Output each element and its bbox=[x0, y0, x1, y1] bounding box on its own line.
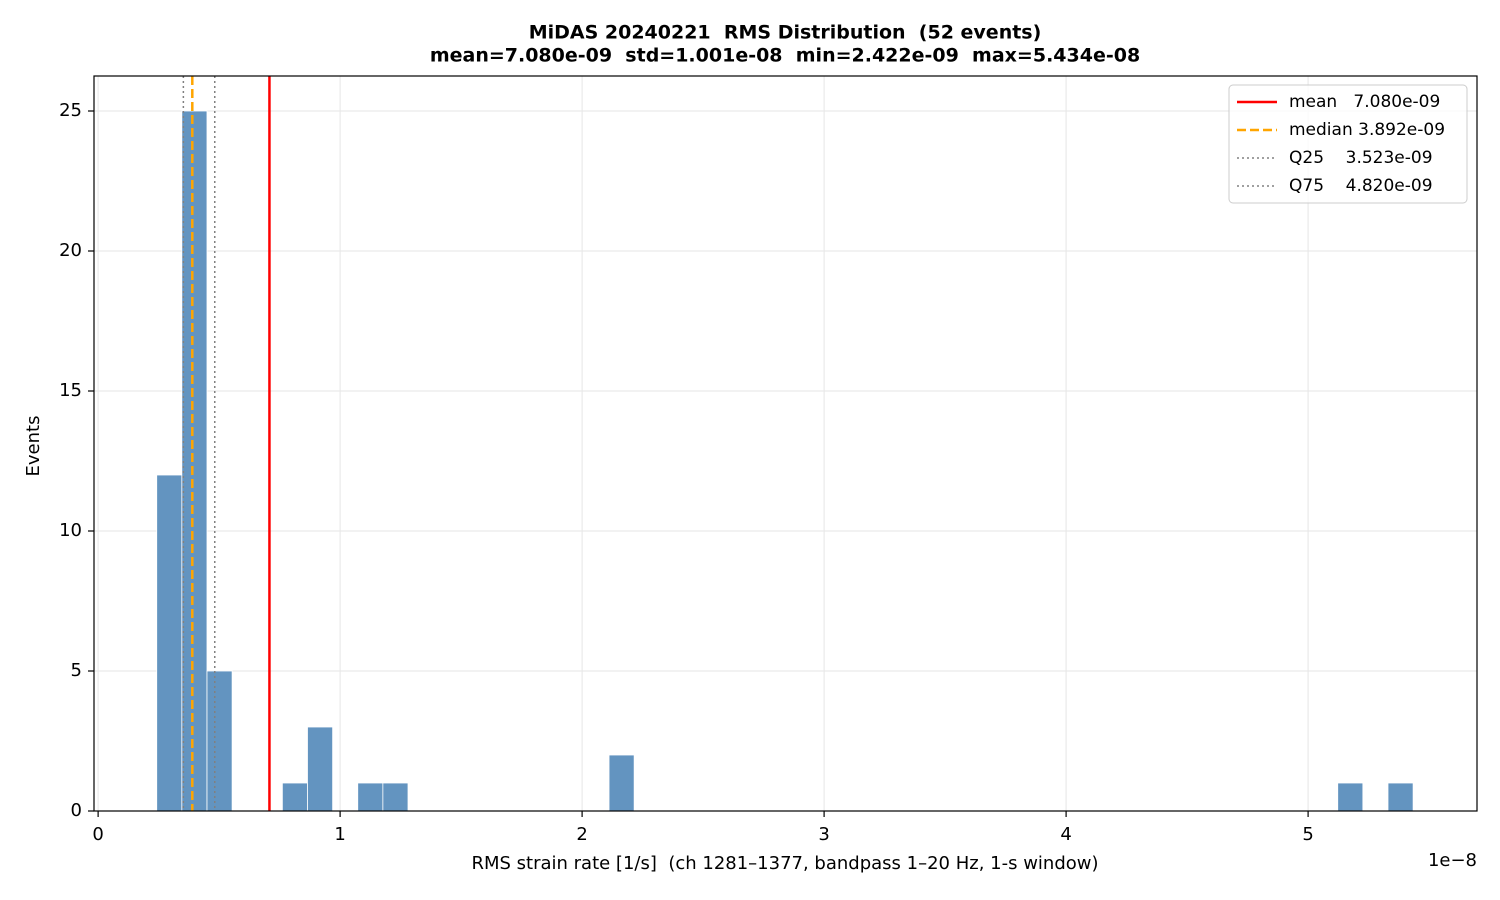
bar bbox=[156, 474, 183, 812]
legend-label: Q75 4.820e-09 bbox=[1289, 176, 1433, 196]
bar bbox=[181, 110, 208, 812]
x-tick-label: 5 bbox=[1302, 824, 1313, 845]
chart-subtitle: mean=7.080e-09 std=1.001e-08 min=2.422e-… bbox=[430, 45, 1140, 67]
legend-label: median 3.892e-09 bbox=[1289, 120, 1445, 140]
bar bbox=[206, 670, 233, 812]
x-tick-label: 1 bbox=[334, 824, 345, 845]
legend-label: mean 7.080e-09 bbox=[1289, 92, 1440, 112]
chart-title: MiDAS 20240221 RMS Distribution (52 even… bbox=[529, 22, 1042, 44]
x-offset-label: 1e−8 bbox=[1428, 850, 1477, 871]
bar bbox=[357, 782, 384, 812]
y-tick-label: 25 bbox=[59, 100, 82, 121]
bars bbox=[156, 110, 1414, 812]
axes: 0 1 2 3 4 5 0 5 10 15 20 25 bbox=[59, 100, 1314, 845]
legend-box bbox=[1228, 84, 1468, 204]
x-axis-label: RMS strain rate [1/s] (ch 1281–1377, ban… bbox=[471, 853, 1098, 874]
x-tick-label: 2 bbox=[576, 824, 587, 845]
y-tick-label: 20 bbox=[59, 240, 82, 261]
y-tick-label: 0 bbox=[71, 800, 82, 821]
bar bbox=[307, 726, 334, 812]
legend-label: Q25 3.523e-09 bbox=[1289, 148, 1433, 168]
y-axis-label: Events bbox=[23, 416, 44, 477]
reference-lines bbox=[182, 76, 271, 811]
bar bbox=[382, 782, 409, 812]
legend: mean 7.080e-09 median 3.892e-09 Q25 3.523e… bbox=[1228, 84, 1468, 204]
x-tick-label: 3 bbox=[818, 824, 829, 845]
bar bbox=[281, 782, 308, 812]
y-tick-label: 5 bbox=[71, 660, 82, 681]
y-tick-label: 10 bbox=[59, 520, 82, 541]
bar bbox=[1387, 782, 1414, 812]
plot-frame bbox=[93, 75, 1478, 812]
bar bbox=[1337, 782, 1364, 812]
x-tick-label: 0 bbox=[92, 824, 103, 845]
y-tick-label: 15 bbox=[59, 380, 82, 401]
bar bbox=[608, 754, 635, 812]
x-tick-label: 4 bbox=[1060, 824, 1071, 845]
